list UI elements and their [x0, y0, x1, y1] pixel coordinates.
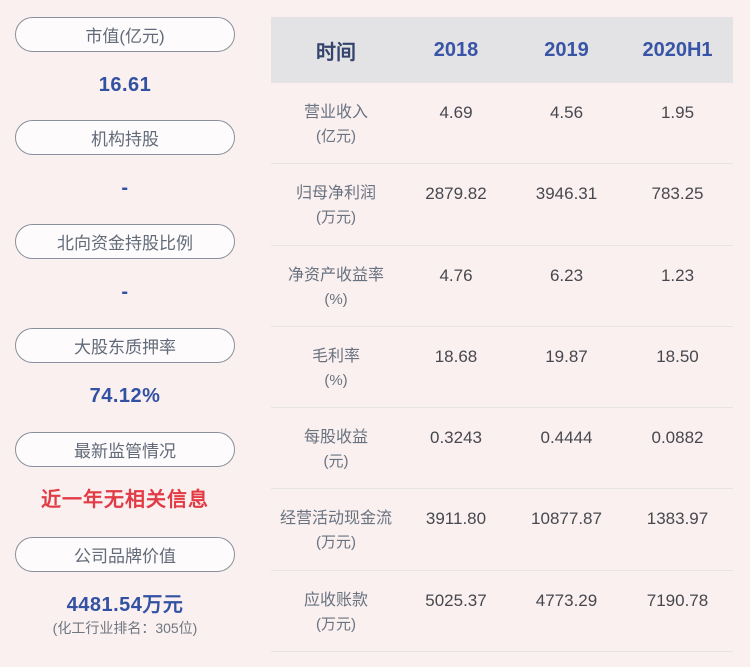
cell-value: 0.4444 [540, 428, 593, 448]
row-unit: (%) [324, 290, 348, 308]
cell-value: 10877.87 [531, 509, 602, 529]
row-unit: (万元) [316, 209, 356, 227]
metric-institutional-holdings: 机构持股 - [15, 120, 235, 201]
row-unit: (万元) [316, 534, 356, 552]
row-label: 每股收益 [303, 429, 368, 447]
header-year-2018: 2018 [433, 38, 479, 61]
institutional-holdings-value: - [121, 177, 129, 199]
market-cap-pill-button[interactable]: 市值(亿元) [15, 17, 235, 52]
brand-value-pill-button[interactable]: 公司品牌价值 [15, 537, 235, 572]
table-row-revenue: 营业收入 (亿元) 4.69 4.56 1.95 [271, 83, 733, 165]
row-unit: (元) [323, 453, 349, 471]
cell-value: 3946.31 [535, 184, 598, 204]
row-label: 经营活动现金流 [279, 510, 392, 528]
pledge-ratio-label: 大股东质押率 [74, 338, 176, 357]
regulatory-status-pill-button[interactable]: 最新监管情况 [15, 432, 235, 467]
institutional-holdings-pill-button[interactable]: 机构持股 [15, 120, 235, 155]
regulatory-status-label: 最新监管情况 [74, 442, 176, 461]
financials-table: 时间 2018 2019 2020H1 营业收入 (亿元) 4.69 4.56 … [271, 17, 733, 653]
table-row-net-profit: 归母净利润 (万元) 2879.82 3946.31 783.25 [271, 164, 733, 246]
cell-value: 4773.29 [535, 590, 598, 610]
cell-value: 18.68 [434, 346, 478, 366]
northbound-holding-ratio-value: - [121, 281, 129, 303]
row-label: 应收账款 [303, 591, 368, 609]
cell-value: 1383.97 [646, 509, 709, 529]
institutional-holdings-label: 机构持股 [91, 130, 159, 149]
row-label: 毛利率 [311, 347, 360, 365]
cell-value: 4.56 [549, 103, 584, 122]
cell-value: 18.50 [656, 346, 699, 366]
brand-value-industry-rank: (化工行业排名：305位) [52, 620, 198, 636]
metric-latest-regulatory-status: 最新监管情况 近一年无相关信息 [15, 432, 235, 513]
cell-value: 19.87 [545, 346, 588, 366]
pledge-ratio-pill-button[interactable]: 大股东质押率 [15, 328, 235, 363]
metric-market-cap: 市值(亿元) 16.61 [15, 17, 235, 98]
metrics-sidebar: 市值(亿元) 16.61 机构持股 - 北向资金持股比例 - 大股东质押率 74… [0, 0, 250, 667]
market-cap-label: 市值(亿元) [85, 27, 165, 46]
cell-value: 1.23 [660, 265, 695, 285]
brand-value-label: 公司品牌价值 [74, 547, 176, 566]
metric-major-shareholder-pledge-ratio: 大股东质押率 74.12% [15, 328, 235, 409]
header-time: 时间 [316, 41, 356, 64]
cell-value: 0.3243 [430, 428, 482, 448]
financials-table-header: 时间 2018 2019 2020H1 [271, 17, 733, 83]
cell-value: 4.69 [439, 103, 473, 122]
cell-value: 7190.78 [646, 590, 709, 610]
table-row-accounts-receivable: 应收账款 (万元) 5025.37 4773.29 7190.78 [271, 571, 733, 653]
cell-value: 1.95 [660, 103, 695, 122]
cell-value: 2879.82 [425, 184, 487, 204]
table-row-roe: 净资产收益率 (%) 4.76 6.23 1.23 [271, 246, 733, 327]
cell-value: 0.0882 [651, 428, 704, 448]
metric-northbound-holding-ratio: 北向资金持股比例 - [15, 224, 235, 305]
cell-value: 6.23 [549, 265, 584, 285]
row-label: 营业收入 [303, 104, 368, 121]
cell-value: 4.76 [439, 265, 473, 285]
row-label: 净资产收益率 [287, 266, 384, 284]
regulatory-status-value: 近一年无相关信息 [41, 489, 209, 511]
header-year-2020h1: 2020H1 [642, 38, 713, 61]
header-year-2019: 2019 [544, 38, 589, 61]
row-label: 归母净利润 [295, 185, 376, 203]
pledge-ratio-value: 74.12% [89, 385, 161, 407]
row-unit: (万元) [316, 615, 356, 633]
cell-value: 783.25 [651, 184, 704, 204]
table-row-eps: 每股收益 (元) 0.3243 0.4444 0.0882 [271, 408, 733, 490]
cell-value: 3911.80 [425, 509, 487, 529]
row-unit: (亿元) [316, 128, 356, 145]
market-cap-value: 16.61 [98, 74, 152, 96]
cell-value: 5025.37 [425, 590, 487, 610]
northbound-holding-ratio-pill-button[interactable]: 北向资金持股比例 [15, 224, 235, 259]
table-row-gross-margin: 毛利率 (%) 18.68 19.87 18.50 [271, 327, 733, 409]
brand-value-value: 4481.54万元 [66, 594, 184, 616]
table-row-operating-cash-flow: 经营活动现金流 (万元) 3911.80 10877.87 1383.97 [271, 489, 733, 571]
metric-company-brand-value: 公司品牌价值 4481.54万元 (化工行业排名：305位) [15, 537, 235, 637]
northbound-holding-ratio-label: 北向资金持股比例 [57, 234, 193, 253]
row-unit: (%) [324, 371, 348, 389]
